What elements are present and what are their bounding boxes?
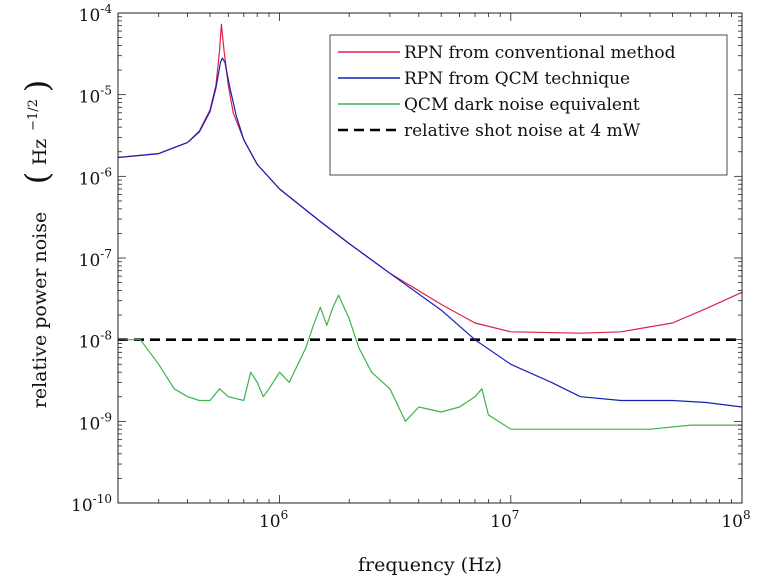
legend-label-1: RPN from conventional method (404, 43, 676, 63)
y-tick-label: 10-8 (79, 329, 112, 353)
y-axis-unit-exponent: −1/2 (26, 99, 41, 131)
x-tick-label: 106 (259, 508, 288, 532)
legend-label-4: relative shot noise at 4 mW (404, 121, 641, 141)
series-line-2 (118, 57, 742, 408)
y-axis-label: relative power noise (29, 212, 51, 408)
y-tick-label: 10-6 (79, 165, 112, 189)
series-line-3 (118, 294, 742, 430)
y-axis-label-group: relative power noise ( Hz −1/2 ) (18, 80, 56, 408)
y-tick-label: 10-10 (71, 492, 112, 516)
y-tick-label: 10-9 (79, 410, 112, 434)
legend: RPN from conventional method RPN from QCM… (329, 34, 728, 176)
x-axis-label: frequency (Hz) (358, 554, 502, 576)
y-tick-label: 10-7 (79, 247, 112, 271)
y-tick-label: 10-5 (79, 84, 112, 108)
legend-label-2: RPN from QCM technique (404, 69, 630, 89)
x-tick-label: 107 (490, 508, 519, 532)
y-axis-unit-paren-close: ) (18, 80, 56, 92)
y-tick-label: 10-4 (79, 2, 113, 26)
series-layer (118, 23, 742, 430)
x-tick-label: 108 (721, 508, 750, 532)
tick-layer: 106 107 108 10-10 10-9 10-8 10-7 10-6 10-5 10-4 (71, 2, 751, 532)
plot-frame (117, 12, 743, 504)
y-axis-unit-paren-open: ( (18, 172, 56, 184)
y-axis-unit: Hz (29, 139, 51, 166)
legend-box (329, 34, 728, 176)
legend-label-3: QCM dark noise equivalent (404, 95, 640, 115)
